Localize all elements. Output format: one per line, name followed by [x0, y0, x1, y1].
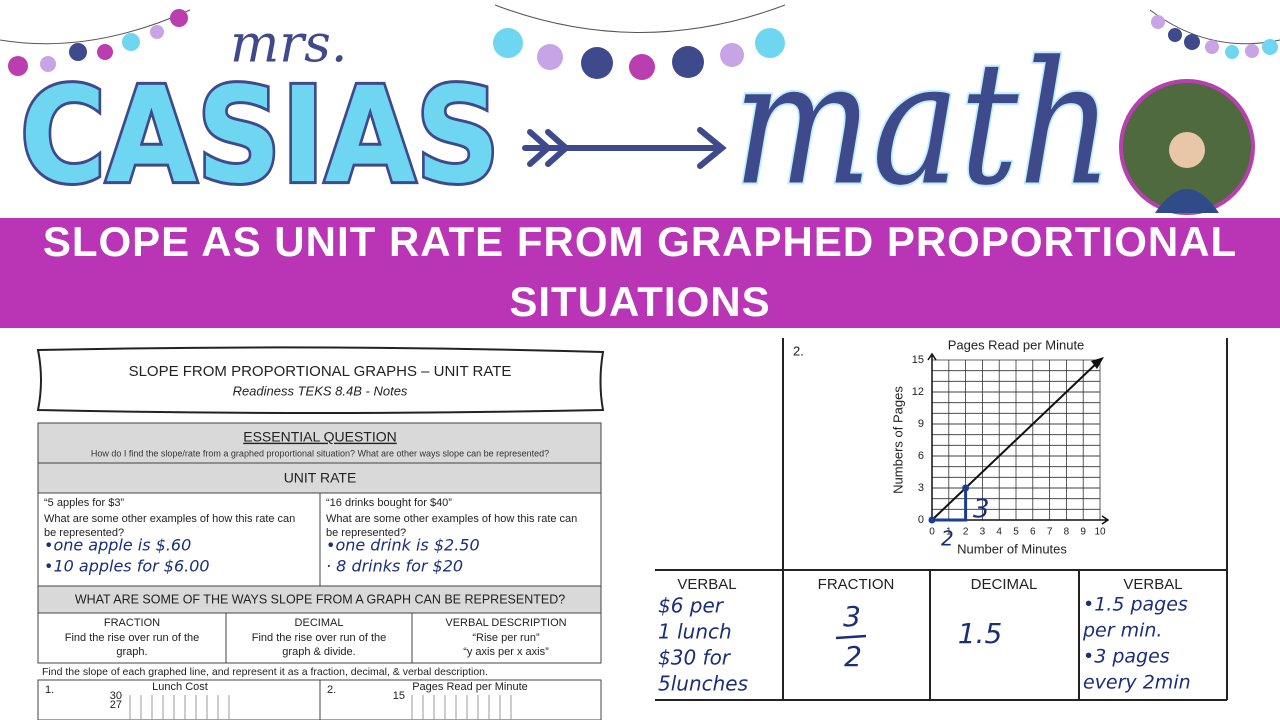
x-tick-label: 2 [963, 527, 969, 538]
banner [0, 218, 1280, 328]
ws-mini-title: Pages Read per Minute [412, 681, 528, 693]
ws-subtitle: Readiness TEKS 8.4B - Notes [233, 383, 408, 398]
ws-title: SLOPE FROM PROPORTIONAL GRAPHS – UNIT RA… [129, 363, 512, 380]
arrow-head [1091, 357, 1104, 369]
rise-label: 3 [973, 495, 990, 525]
x-tick-label: 4 [996, 527, 1002, 538]
worksheet: SLOPE FROM PROPORTIONAL GRAPHS – UNIT RA… [36, 346, 605, 721]
x-tick-label: 1 [946, 527, 952, 538]
ws-mini-tick: 15 [393, 690, 405, 702]
ws-mini-title: Lunch Cost [152, 681, 208, 693]
ws-quote: “16 drinks bought for $40” [326, 497, 452, 509]
hand-answer: 2 [844, 640, 862, 673]
hand-answer: 3 [843, 600, 861, 633]
y-axis-label: Numbers of Pages [890, 386, 905, 494]
ws-heading: WHAT ARE SOME OF THE WAYS SLOPE FROM A G… [75, 592, 565, 606]
ws-answer: •one drink is $2.50 [326, 536, 480, 555]
hand-answer: 1 lunch [658, 620, 732, 644]
data-point [928, 516, 936, 524]
y-tick-label: 9 [918, 418, 924, 430]
ws-mini-tick: 27 [110, 699, 122, 711]
hand-answer: 1.5 [958, 617, 1003, 650]
hand-answer: every 2min [1083, 672, 1191, 694]
ws-question: How do I find the slope/rate from a grap… [91, 448, 549, 458]
run-label: 2 [941, 527, 954, 551]
ws-way-name: DECIMAL [295, 617, 344, 629]
table-header: VERBAL [1123, 576, 1182, 593]
y-tick-label: 15 [912, 354, 924, 366]
hand-answer: $6 per [658, 594, 725, 618]
x-tick-label: 7 [1047, 527, 1053, 538]
y-tick-label: 0 [918, 514, 924, 526]
rise-run [932, 488, 968, 522]
data-point [962, 484, 970, 492]
ws-prompt: What are some other examples of how this… [44, 513, 295, 525]
ws-way-name: FRACTION [104, 617, 160, 629]
ws-answer: •one apple is $.60 [44, 536, 191, 555]
ws-way-desc: graph & divide. [282, 646, 355, 658]
banner-title: SLOPE AS UNIT RATE FROM GRAPHED PROPORTI… [43, 218, 1237, 265]
logo-brand: CASIAS [20, 59, 500, 213]
graph-title: Pages Read per Minute [948, 337, 1085, 352]
ws-way-name: VERBAL DESCRIPTION [445, 617, 566, 629]
ws-way-desc: graph. [116, 646, 147, 658]
table-header: VERBAL [677, 576, 736, 593]
data-line [931, 359, 1101, 521]
hand-answer: $30 for [658, 646, 732, 670]
hand-answer: •3 pages [1083, 646, 1170, 668]
ws-heading: UNIT RATE [284, 470, 357, 486]
table-header: FRACTION [818, 576, 895, 593]
ws-mini-tick: 30 [110, 690, 122, 702]
banner-title: SITUATIONS [509, 278, 770, 325]
table-header: DECIMAL [971, 576, 1038, 593]
ws-mini-number: 2. [327, 684, 336, 696]
hand-answer: •1.5 pages [1083, 594, 1188, 616]
ws-mini-number: 1. [45, 684, 54, 696]
x-tick-label: 8 [1064, 527, 1070, 538]
ws-quote: “5 apples for $3” [44, 497, 124, 509]
ws-prompt: be represented? [44, 527, 124, 539]
y-tick-label: 3 [918, 482, 924, 494]
ws-way-desc: “y axis per x axis” [463, 646, 549, 658]
axis [927, 352, 1110, 525]
pompoms [8, 9, 1278, 80]
hand-answer: per min. [1082, 620, 1162, 642]
ws-way-desc: “Rise per run” [472, 632, 540, 644]
logo-mrs: mrs. [230, 15, 347, 75]
x-tick-label: 9 [1080, 527, 1086, 538]
hand-answer: 5lunches [658, 672, 748, 696]
y-tick-label: 12 [912, 386, 924, 398]
x-tick-label: 5 [1013, 527, 1019, 538]
x-tick-label: 3 [980, 527, 986, 538]
x-tick-label: 0 [929, 527, 935, 538]
ws-prompt: be represented? [326, 527, 406, 539]
avatar [1119, 79, 1255, 215]
logo-math: math [733, 25, 1113, 223]
ws-way-desc: Find the rise over run of the [65, 632, 200, 644]
ws-answer: •10 apples for $6.00 [44, 557, 210, 576]
x-axis-label: Number of Minutes [957, 541, 1067, 556]
ws-instructions: Find the slope of each graphed line, and… [42, 666, 488, 678]
logo-arrow [522, 127, 727, 169]
y-tick-label: 6 [918, 450, 924, 462]
problem-number: 2. [793, 343, 804, 358]
ws-heading: ESSENTIAL QUESTION [243, 429, 397, 445]
x-tick-label: 6 [1030, 527, 1036, 538]
ws-prompt: What are some other examples of how this… [326, 513, 577, 525]
ws-answer: · 8 drinks for $20 [326, 557, 463, 576]
x-tick-label: 10 [1094, 527, 1106, 538]
fraction-bar [835, 634, 867, 640]
ws-way-desc: Find the rise over run of the [252, 632, 387, 644]
